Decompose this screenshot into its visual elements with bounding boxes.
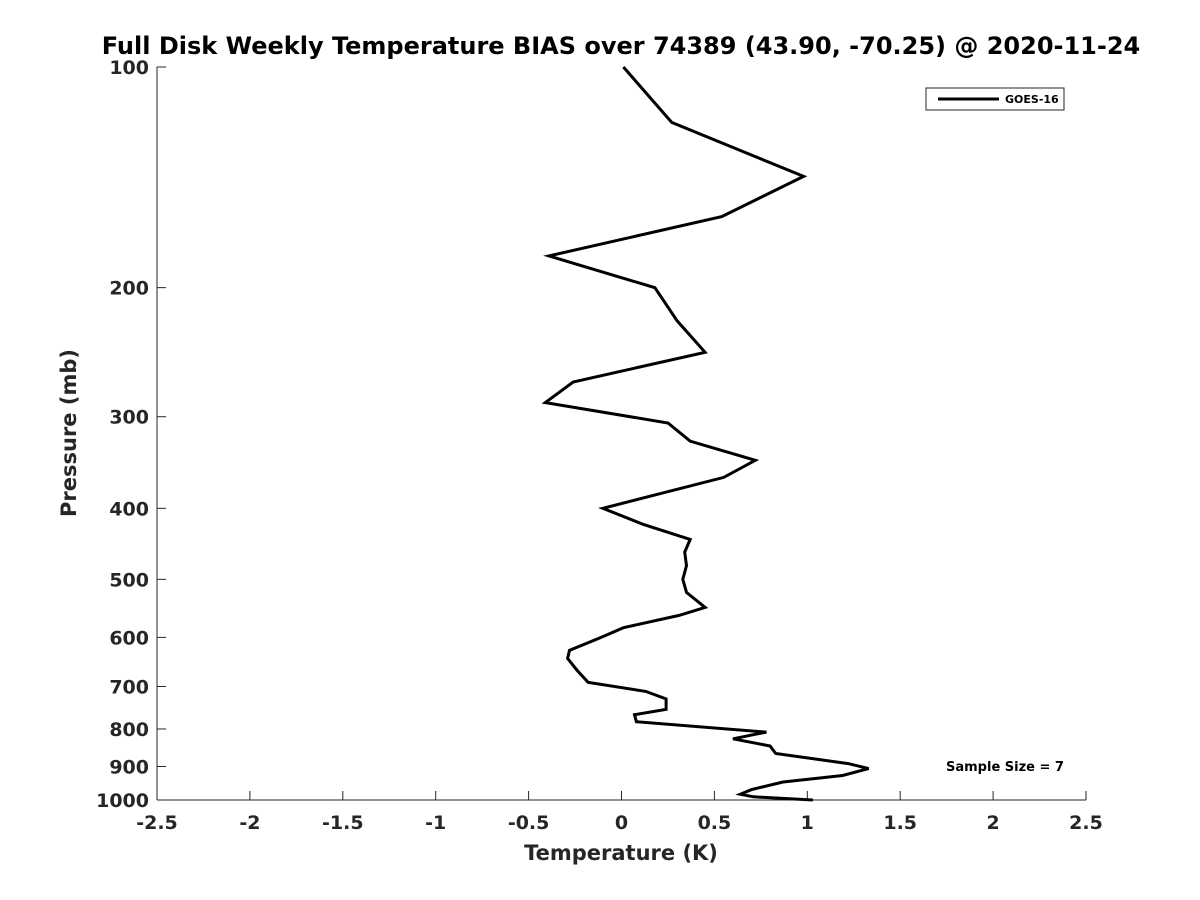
x-tick-label: -1.5: [322, 812, 364, 834]
x-tick-label: 0.5: [698, 812, 732, 834]
x-tick-label: -2: [239, 812, 260, 834]
data-series: [541, 66, 869, 802]
series-line-goes-16: [541, 66, 869, 802]
chart-title: Full Disk Weekly Temperature BIAS over 7…: [102, 32, 1141, 60]
sample-size-annotation: Sample Size = 7: [946, 760, 1064, 775]
x-tick-label: -1: [425, 812, 446, 834]
y-tick-label: 500: [109, 569, 149, 591]
y-tick-label: 900: [109, 756, 149, 778]
y-tick-label: 300: [109, 407, 149, 429]
x-axis-label: Temperature (K): [524, 841, 718, 865]
y-tick-label: 100: [109, 57, 149, 79]
x-tick-label: -0.5: [508, 812, 550, 834]
x-axis-ticks: -2.5 -2 -1.5 -1 -0.5 0 0.5 1 1.5 2 2.5: [136, 791, 1103, 834]
legend: GOES-16: [925, 87, 1065, 111]
y-tick-label: 200: [109, 278, 149, 300]
y-axis-ticks: 100 200 300 400 500 600 700 800 900 1000: [96, 57, 166, 812]
y-tick-label: 800: [109, 719, 149, 741]
x-tick-label: -2.5: [136, 812, 178, 834]
x-tick-label: 1: [801, 812, 814, 834]
x-tick-label: 1.5: [883, 812, 917, 834]
x-tick-label: 0: [615, 812, 628, 834]
y-tick-label: 700: [109, 676, 149, 698]
y-tick-label: 400: [109, 498, 149, 520]
x-tick-label: 2.5: [1069, 812, 1103, 834]
y-tick-label: 600: [109, 627, 149, 649]
y-tick-label: 1000: [96, 790, 149, 812]
x-tick-label: 2: [986, 812, 999, 834]
y-axis-label: Pressure (mb): [57, 349, 81, 517]
legend-label-goes-16: GOES-16: [1005, 93, 1059, 106]
